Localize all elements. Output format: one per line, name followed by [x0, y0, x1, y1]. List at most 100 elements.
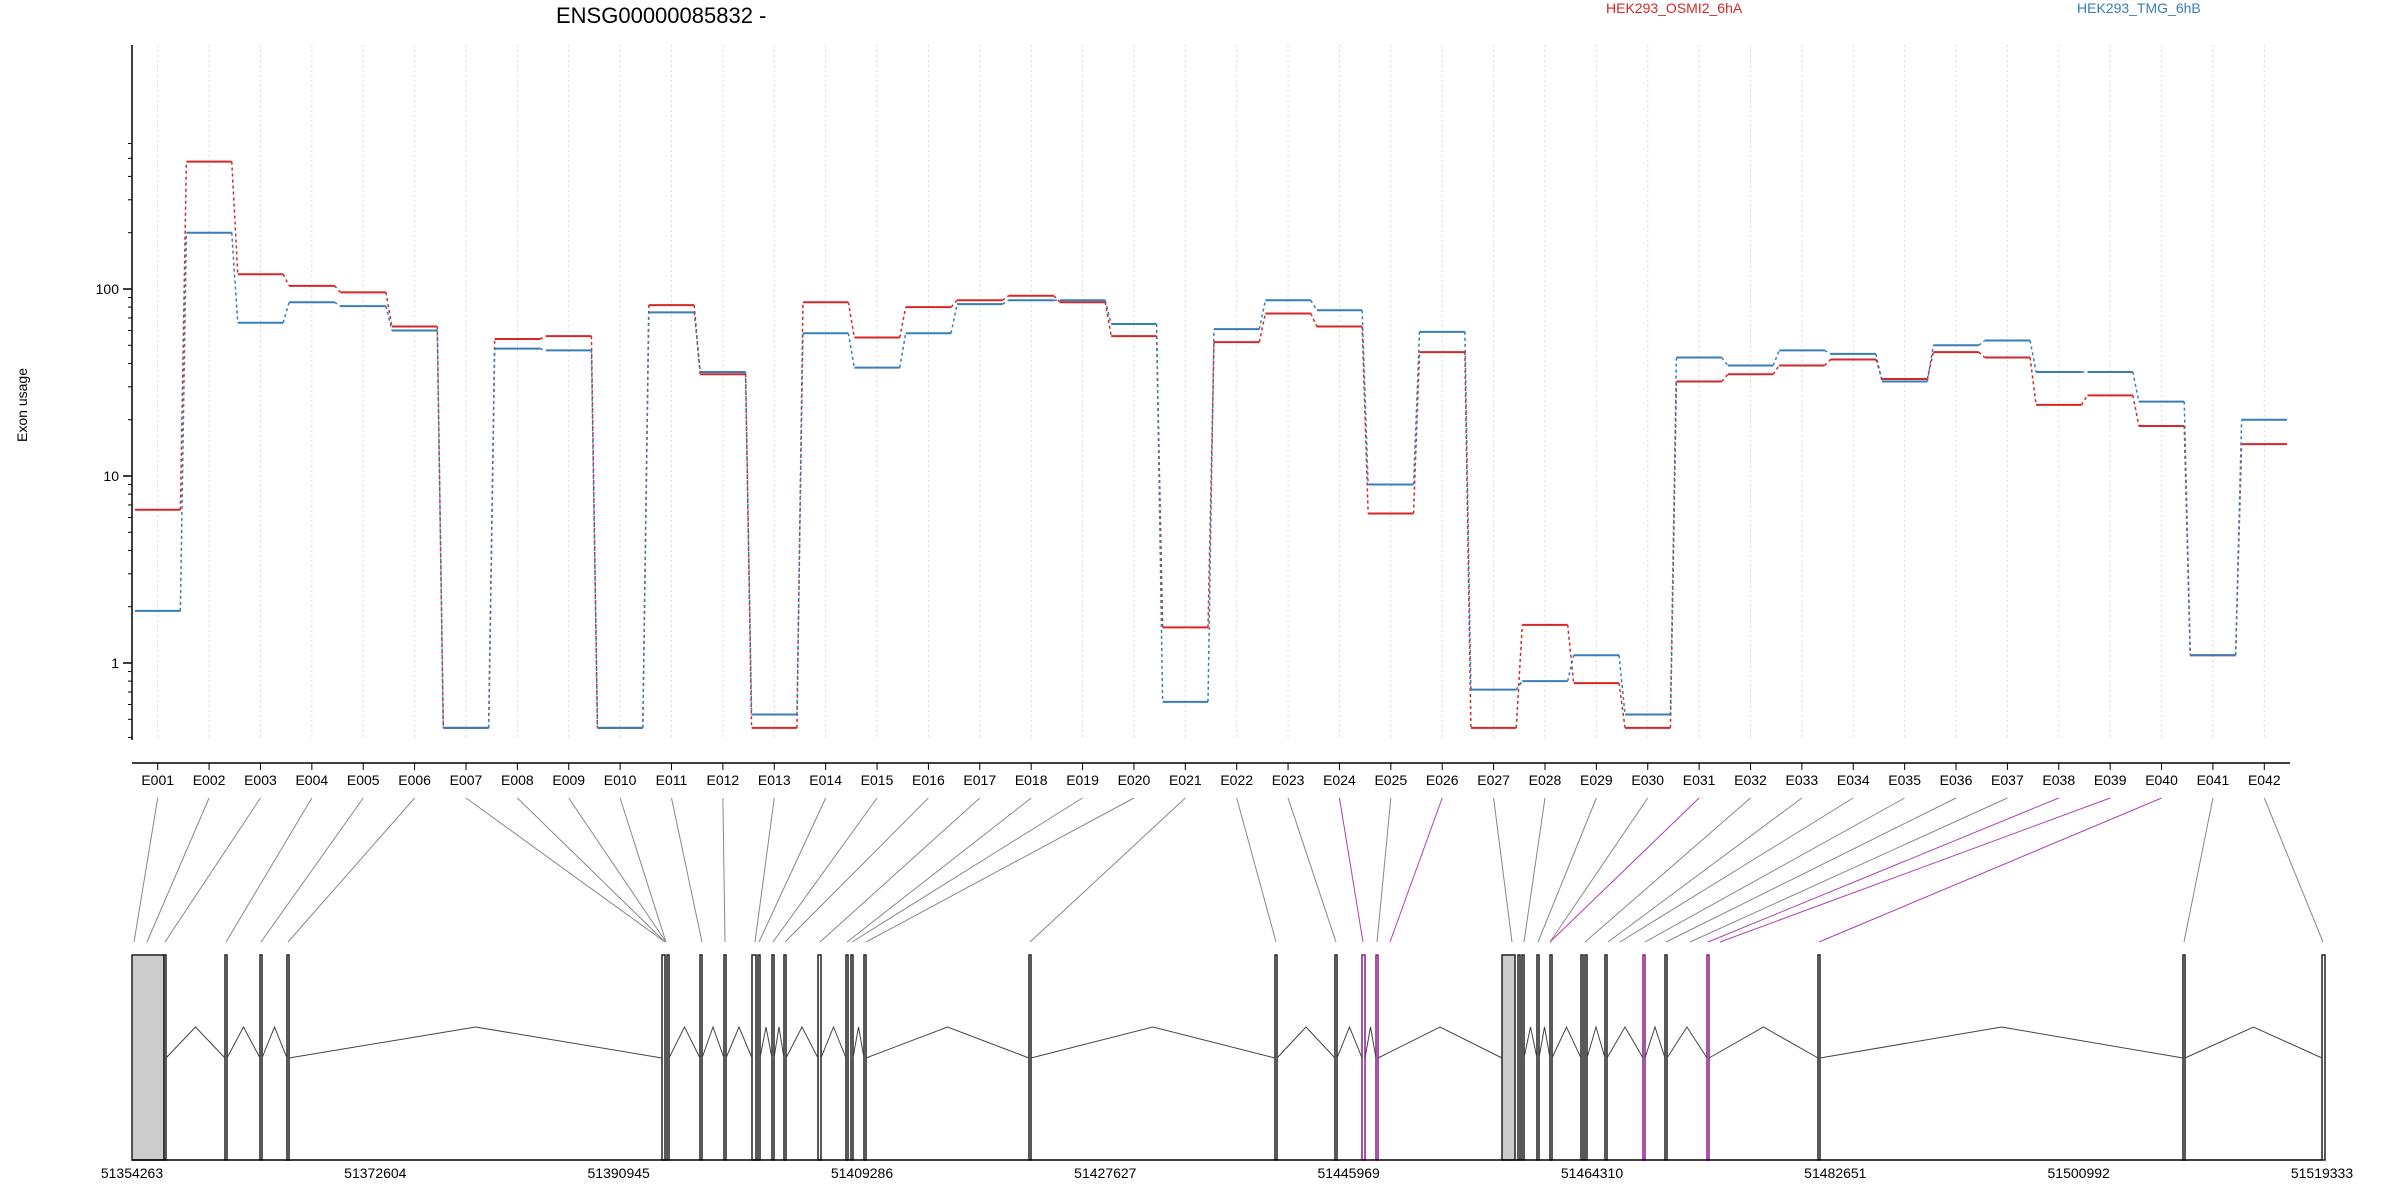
vertical-gridlines — [157, 45, 2265, 740]
exon-connector — [1619, 797, 1854, 943]
intron-line — [820, 1025, 847, 1059]
intron-line — [773, 1026, 785, 1059]
series-connector — [1772, 365, 1780, 375]
exon-connector — [2263, 797, 2324, 943]
x-tick-label: E029 — [1580, 772, 1613, 788]
x-tick-label: E030 — [1631, 772, 1664, 788]
intron-line — [165, 1026, 226, 1059]
series-connector — [1978, 339, 1986, 346]
intron-line — [701, 1025, 725, 1059]
series-2 — [135, 231, 2287, 729]
y-tick-label: 10 — [103, 468, 119, 484]
series-connector — [1207, 329, 1215, 702]
series-connector — [1824, 349, 1831, 355]
exon-box — [751, 954, 757, 1161]
series-connector — [539, 347, 547, 352]
exon-connector — [1029, 797, 1186, 943]
exon-connector — [1818, 797, 2162, 943]
genomic-tick-label: 51500992 — [2048, 1165, 2111, 1181]
intron-line — [1538, 1026, 1551, 1059]
exon-box — [1817, 954, 1821, 1161]
exon-box — [661, 954, 666, 1161]
x-tick-label: E016 — [912, 772, 945, 788]
intron-line — [2184, 1026, 2323, 1059]
series-lines — [135, 160, 2287, 729]
x-tick-label: E025 — [1374, 772, 1407, 788]
chart-title: ENSG00000085832 - — [556, 3, 766, 28]
series-connector — [1258, 300, 1267, 330]
x-tick-label: E021 — [1169, 772, 1202, 788]
series-connector — [847, 333, 856, 368]
exon-connector — [671, 797, 703, 943]
intron-line — [668, 1025, 701, 1059]
exon-connector — [465, 797, 666, 943]
intron-line — [852, 1026, 865, 1059]
series-connector — [898, 306, 907, 338]
y-tick-label: 1 — [111, 655, 119, 671]
y-axis-label: Exon usage — [14, 368, 30, 442]
exon-connector — [1338, 797, 1364, 943]
series-connector — [1978, 351, 1986, 359]
series-connector — [950, 303, 958, 334]
exon-box — [1517, 954, 1521, 1161]
x-tick-label: E019 — [1066, 772, 1099, 788]
intron-line — [1551, 1025, 1582, 1059]
genomic-tick-label: 51519333 — [2291, 1165, 2354, 1181]
x-tick-label: E015 — [861, 772, 894, 788]
x-tick-label: E031 — [1683, 772, 1716, 788]
series-connector — [487, 348, 496, 728]
intron-line — [1030, 1026, 1276, 1059]
exon-connector — [758, 797, 827, 943]
exon-connector — [1719, 797, 2111, 943]
series-connector — [693, 312, 701, 373]
exon-connector — [1584, 797, 1751, 943]
series-connector — [1772, 350, 1780, 366]
x-tick-label: E001 — [141, 772, 174, 788]
y-axis: 1 10 100 — [96, 45, 133, 740]
x-tick-label: E038 — [2042, 772, 2075, 788]
series-connector — [2080, 394, 2089, 406]
series-connector — [1566, 624, 1575, 684]
exon-connector — [1389, 797, 1443, 943]
series-connector — [1926, 345, 1935, 382]
series-connector — [282, 301, 290, 323]
series-connector — [385, 305, 393, 331]
exon-connector — [1537, 797, 1597, 943]
exon-connector — [754, 797, 775, 943]
intron-line — [759, 1026, 773, 1059]
intron-line — [288, 1026, 663, 1059]
exon-box — [2182, 954, 2186, 1161]
exon-box — [163, 954, 167, 1161]
intron-line — [1819, 1026, 2184, 1059]
legend-entry-series-1: HEK293_OSMI2_6hA — [1606, 0, 1743, 16]
exon-connector — [846, 797, 1032, 943]
genomic-tick-label: 51390945 — [588, 1165, 651, 1181]
series-connector — [1412, 331, 1421, 485]
genomic-tick-label: 51354263 — [101, 1165, 164, 1181]
exon-box — [817, 954, 822, 1161]
x-tick-label: E002 — [193, 772, 226, 788]
series-connector — [1618, 683, 1626, 728]
x-tick-label: E004 — [295, 772, 328, 788]
intron-line — [1377, 1026, 1503, 1059]
intron-line — [261, 1025, 288, 1059]
exon-connector — [287, 797, 415, 943]
series-connector — [796, 333, 804, 715]
x-tick-label: E035 — [1888, 772, 1921, 788]
intron-line — [785, 1025, 819, 1059]
series-connector — [436, 330, 445, 728]
intron-line — [1364, 1026, 1377, 1059]
exon-connector — [619, 797, 667, 943]
intron-line — [1276, 1026, 1336, 1059]
x-tick-label: E010 — [604, 772, 637, 788]
exon-connector — [133, 797, 159, 943]
series-connector — [1515, 680, 1523, 691]
exon-box — [131, 954, 165, 1161]
exon-connector — [146, 797, 210, 943]
x-tick-label: E013 — [758, 772, 791, 788]
series-connector — [1721, 373, 1729, 383]
series-connector — [1875, 353, 1883, 382]
intron-line — [1644, 1025, 1666, 1059]
x-tick-label: E007 — [450, 772, 483, 788]
